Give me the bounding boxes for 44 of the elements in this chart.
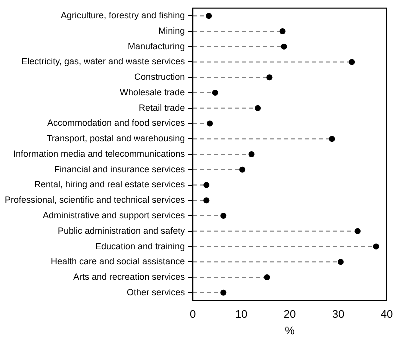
y-tick-label: Agriculture, forestry and fishing [61,10,186,21]
point [220,213,227,220]
y-tick-label: Administrative and support services [43,210,186,220]
x-tick-label: 30 [332,309,345,322]
x-tick-label: 10 [235,309,248,322]
point [248,152,255,158]
y-tick-label: Other services [127,287,186,298]
y-tick-label: Financial and insurance services [54,164,186,174]
y-tick-label: Wholesale trade [120,87,186,98]
x-tick-label: 40 [380,309,394,322]
y-tick-label: Manufacturing [128,41,186,52]
point [204,182,210,188]
y-tick-label: Accommodation and food services [48,118,186,128]
point [220,290,227,296]
y-tick-label: Arts and recreation services [74,272,186,282]
point [264,274,270,281]
y-tick-label: Professional, scientific and technical services [4,195,186,206]
y-tick-label: Rental, hiring and real estate services [34,180,186,190]
y-tick-label: Electricity, gas, water and waste services [22,56,186,67]
y-tick-label: Public administration and safety [58,226,186,236]
y-tick-label: Transport, postal and warehousing [46,134,186,144]
point [204,198,210,204]
point [329,136,336,142]
point [207,120,214,127]
y-tick-label: Information media and telecommunications [13,148,186,159]
point [266,74,273,81]
y-tick-label: Construction [134,72,186,82]
point [206,13,212,20]
point [240,166,246,173]
point [338,259,344,266]
point [280,28,286,34]
point [212,90,218,96]
y-tick-label: Health care and social assistance [51,256,186,267]
point [281,44,288,50]
y-tick-label: Mining [158,26,186,36]
y-tick-label: Retail trade [139,102,186,113]
y-tick-label: Education and training [96,241,186,252]
point [373,244,380,250]
x-axis-title: % [285,325,296,338]
point [255,105,262,112]
point [354,228,361,234]
x-tick-label: 20 [284,309,296,322]
point [349,59,356,66]
x-tick-label: 0 [190,309,196,322]
